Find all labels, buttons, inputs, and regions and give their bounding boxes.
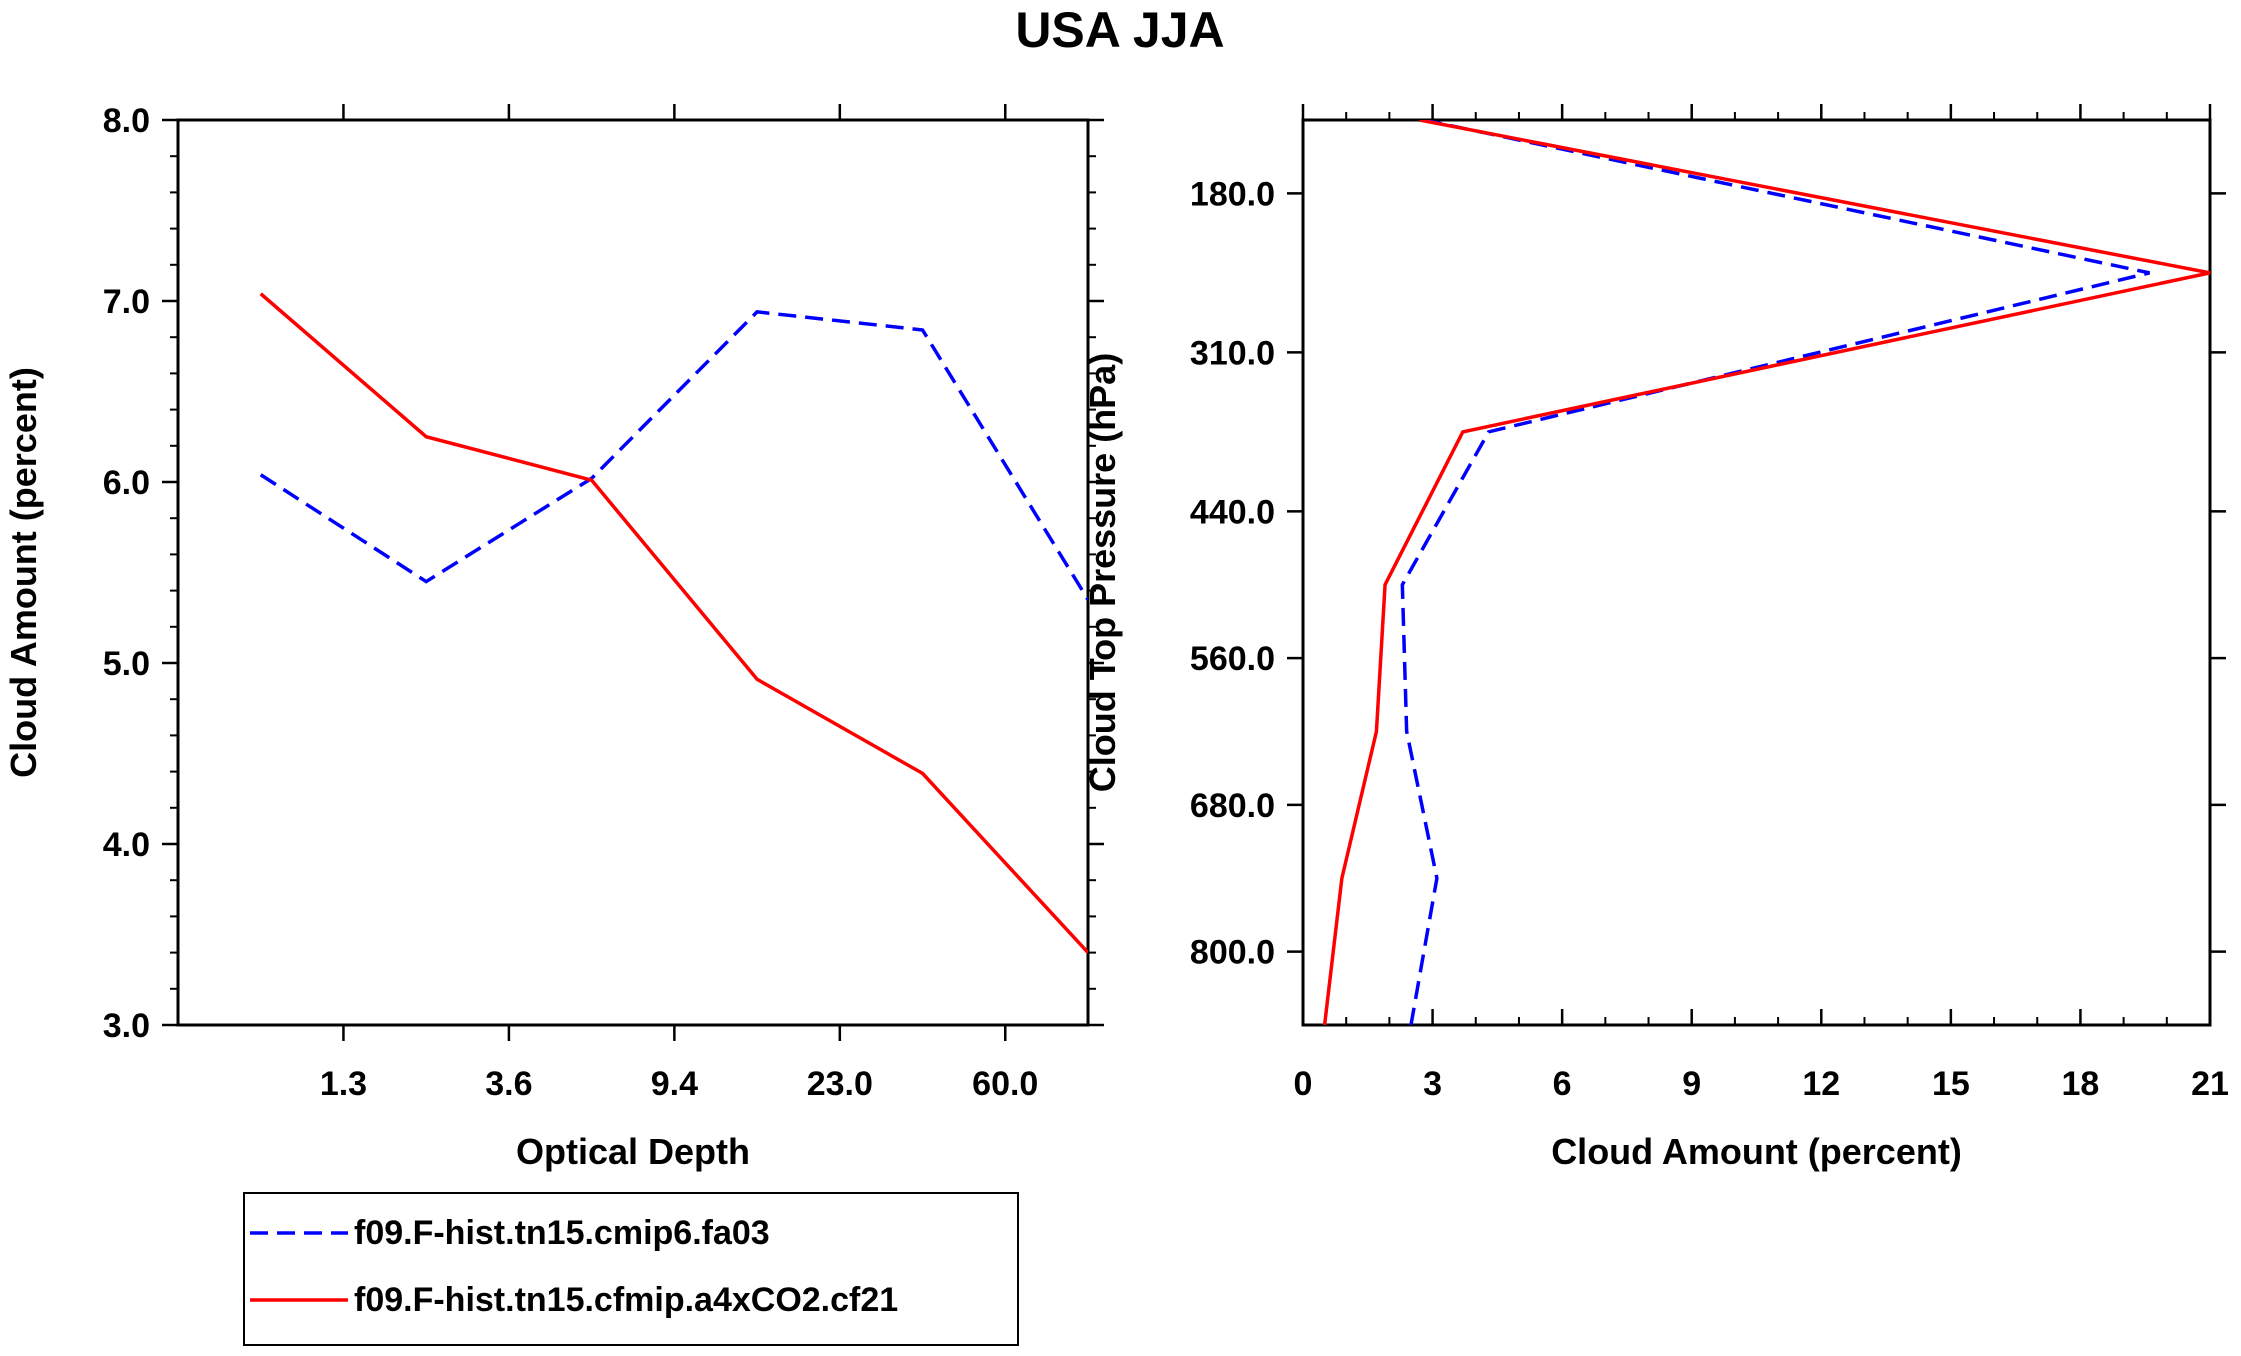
left-y-tick-label: 5.0: [103, 645, 150, 683]
chart-title: USA JJA: [1015, 2, 1224, 58]
right-x-tick-label: 6: [1553, 1065, 1572, 1103]
left-y-tick-label: 4.0: [103, 826, 150, 864]
right-x-tick-label: 12: [1802, 1065, 1840, 1103]
right-x-tick-label: 9: [1682, 1065, 1701, 1103]
right-x-tick-label: 15: [1932, 1065, 1970, 1103]
right-y-tick-label: 560.0: [1190, 640, 1275, 678]
left-y-tick-label: 3.0: [103, 1007, 150, 1045]
legend-label-2: f09.F-hist.tn15.cfmip.a4xCO2.cf21: [354, 1281, 898, 1319]
right-x-tick-label: 21: [2191, 1065, 2229, 1103]
right-y-tick-label: 680.0: [1190, 787, 1275, 825]
right-series-line-1: [1400, 120, 2150, 1025]
right-y-tick-label: 800.0: [1190, 934, 1275, 972]
left-y-tick-label: 8.0: [103, 102, 150, 140]
left-plot-frame: [176, 118, 1090, 1027]
right-panel: 0 3 6 9 12 15 18 21 180.0 310.0 440.0 560.0 680.0 800…: [1082, 104, 2229, 1172]
right-plot-frame: [1301, 118, 2212, 1027]
left-x-tick-label: 9.4: [651, 1065, 698, 1103]
left-series-line-1: [259, 310, 1088, 601]
left-series-line-2: [259, 292, 1088, 954]
left-x-tick-label: 1.3: [320, 1065, 367, 1103]
right-y-axis-label: Cloud Top Pressure (hPa): [1082, 353, 1123, 792]
right-y-tick-label: 180.0: [1190, 175, 1275, 213]
right-x-tick-label: 18: [2062, 1065, 2100, 1103]
right-y-tick-label: 310.0: [1190, 334, 1275, 372]
left-x-axis-label: Optical Depth: [516, 1131, 750, 1172]
left-x-tick-label: 23.0: [807, 1065, 873, 1103]
legend-box: [243, 1192, 1019, 1346]
legend: f09.F-hist.tn15.cmip6.fa03 f09.F-hist.tn…: [243, 1192, 1019, 1346]
left-x-tick-label: 3.6: [485, 1065, 532, 1103]
left-y-tick-label: 7.0: [103, 283, 150, 321]
right-series-line-2: [1322, 120, 2211, 1025]
legend-label-1: f09.F-hist.tn15.cmip6.fa03: [354, 1214, 770, 1252]
left-x-tick-label: 60.0: [972, 1065, 1038, 1103]
left-panel: 3.0 4.0 5.0 6.0 7.0 8.0 1.3 3.6 9.4 23.0 60.0 Optic…: [3, 102, 1104, 1172]
left-y-axis-label: Cloud Amount (percent): [3, 367, 44, 778]
right-y-tick-label: 440.0: [1190, 493, 1275, 531]
left-y-tick-label: 6.0: [103, 464, 150, 502]
right-x-tick-label: 3: [1423, 1065, 1442, 1103]
right-x-tick-label: 0: [1294, 1065, 1313, 1103]
right-x-axis-label: Cloud Amount (percent): [1551, 1131, 1962, 1172]
